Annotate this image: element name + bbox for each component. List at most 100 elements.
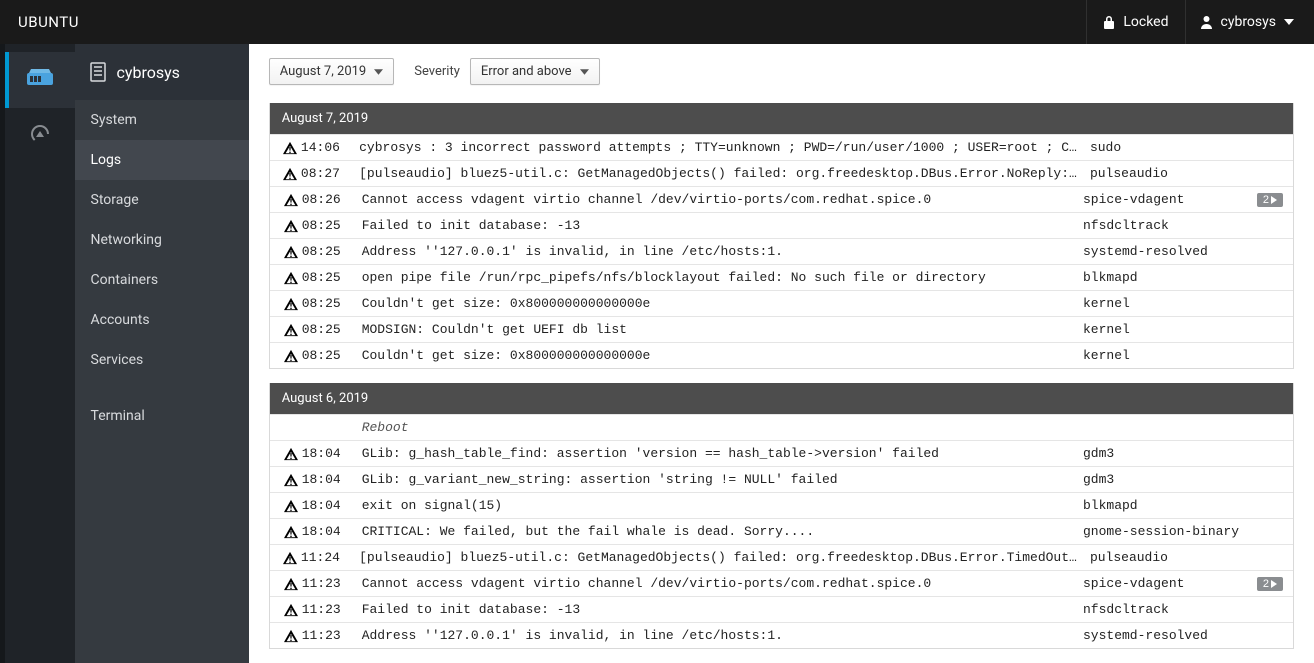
log-service: systemd-resolved (1083, 628, 1243, 643)
log-time: 08:25 (302, 296, 354, 311)
sidebar-item-terminal[interactable]: Terminal (75, 396, 249, 436)
sidebar-header[interactable]: cybrosys (75, 44, 249, 100)
warning-icon (280, 323, 302, 337)
log-message: open pipe file /run/rpc_pipefs/nfs/block… (354, 270, 1083, 285)
log-time: 08:26 (302, 192, 354, 207)
log-message: cybrosys : 3 incorrect password attempts… (351, 140, 1090, 155)
sidebar-item-accounts[interactable]: Accounts (75, 300, 249, 340)
log-message: MODSIGN: Couldn't get UEFI db list (354, 322, 1083, 337)
lock-icon (1103, 15, 1115, 29)
log-service: kernel (1083, 348, 1243, 363)
warning-icon (280, 141, 301, 155)
log-row[interactable]: 11:24[pulseaudio] bluez5-util.c: GetMana… (270, 544, 1293, 570)
log-row[interactable]: 18:04GLib: g_hash_table_find: assertion … (270, 440, 1293, 466)
chevron-down-icon (580, 64, 589, 79)
log-message: [pulseaudio] bluez5-util.c: GetManagedOb… (351, 166, 1090, 181)
log-time: 08:25 (302, 218, 354, 233)
sidebar-item-logs[interactable]: Logs (75, 140, 249, 180)
log-row[interactable]: 08:25Couldn't get size: 0x80000000000000… (270, 342, 1293, 368)
sidebar-item-storage[interactable]: Storage (75, 180, 249, 220)
log-group: August 6, 2019Reboot18:04GLib: g_hash_ta… (269, 383, 1294, 649)
severity-filter[interactable]: Error and above (470, 58, 600, 85)
log-row[interactable]: 18:04exit on signal(15)blkmapd (270, 492, 1293, 518)
sidebar-item-services[interactable]: Services (75, 340, 249, 380)
log-row[interactable]: 14:06cybrosys : 3 incorrect password att… (270, 134, 1293, 160)
log-service: nfsdcltrack (1083, 602, 1243, 617)
sidebar-item-networking[interactable]: Networking (75, 220, 249, 260)
log-row[interactable]: 08:25open pipe file /run/rpc_pipefs/nfs/… (270, 264, 1293, 290)
warning-icon (280, 551, 301, 565)
log-message: Cannot access vdagent virtio channel /de… (354, 576, 1083, 591)
log-message: GLib: g_hash_table_find: assertion 'vers… (354, 446, 1083, 461)
topbar-right: Locked cybrosys (1086, 0, 1308, 44)
log-message: GLib: g_variant_new_string: assertion 's… (354, 472, 1083, 487)
sidebar-item-system[interactable]: System (75, 100, 249, 140)
log-row[interactable]: 08:25Address ''127.0.0.1' is invalid, in… (270, 238, 1293, 264)
date-filter[interactable]: August 7, 2019 (269, 58, 395, 85)
warning-icon (280, 603, 302, 617)
warning-icon (280, 447, 302, 461)
warning-icon (280, 167, 301, 181)
log-message: Couldn't get size: 0x800000000000000e (354, 348, 1083, 363)
log-service: pulseaudio (1090, 166, 1244, 181)
log-row[interactable]: 11:23Address ''127.0.0.1' is invalid, in… (270, 622, 1293, 648)
log-time: 11:24 (301, 550, 351, 565)
log-row[interactable]: 08:25Failed to init database: -13nfsdclt… (270, 212, 1293, 238)
rail-item-gauge[interactable] (5, 108, 75, 164)
log-message: Address ''127.0.0.1' is invalid, in line… (354, 628, 1083, 643)
log-row[interactable]: 11:23Cannot access vdagent virtio channe… (270, 570, 1293, 596)
content-scroll[interactable]: August 7, 2019 Severity Error and above … (249, 44, 1314, 663)
log-time: 11:23 (302, 576, 354, 591)
log-row[interactable]: 08:25MODSIGN: Couldn't get UEFI db listk… (270, 316, 1293, 342)
count-badge[interactable]: 2 (1257, 577, 1283, 591)
user-label: cybrosys (1221, 14, 1276, 30)
warning-icon (280, 245, 302, 259)
log-service: pulseaudio (1090, 550, 1244, 565)
count-badge[interactable]: 2 (1257, 193, 1283, 207)
log-row[interactable]: 11:23Failed to init database: -13nfsdclt… (270, 596, 1293, 622)
severity-label: Severity (414, 64, 460, 79)
log-message: exit on signal(15) (354, 498, 1083, 513)
log-message: Failed to init database: -13 (354, 602, 1083, 617)
log-group-date: August 6, 2019 (270, 383, 1293, 414)
log-time: 18:04 (302, 446, 354, 461)
log-message: Reboot (354, 420, 1083, 435)
warning-icon (280, 473, 302, 487)
log-service: kernel (1083, 322, 1243, 337)
log-time: 08:25 (302, 270, 354, 285)
sidebar: cybrosys SystemLogsStorageNetworkingCont… (75, 44, 249, 663)
filter-bar: August 7, 2019 Severity Error and above (269, 58, 1294, 85)
log-service: gdm3 (1083, 446, 1243, 461)
log-service: nfsdcltrack (1083, 218, 1243, 233)
log-time: 08:25 (302, 322, 354, 337)
log-message: [pulseaudio] bluez5-util.c: GetManagedOb… (351, 550, 1090, 565)
brand-label: UBUNTU (18, 13, 79, 31)
log-badge-col: 2 (1243, 193, 1283, 207)
log-time: 18:04 (302, 498, 354, 513)
warning-icon (280, 219, 302, 233)
log-time: 08:25 (302, 244, 354, 259)
sidebar-item-containers[interactable]: Containers (75, 260, 249, 300)
server-icon (27, 69, 53, 91)
log-time: 18:04 (302, 524, 354, 539)
user-menu[interactable]: cybrosys (1185, 0, 1308, 44)
host-icon (89, 62, 107, 82)
log-row[interactable]: Reboot (270, 414, 1293, 440)
log-message: Address ''127.0.0.1' is invalid, in line… (354, 244, 1083, 259)
main-layout: cybrosys SystemLogsStorageNetworkingCont… (0, 44, 1314, 663)
nav-rail (5, 44, 75, 663)
log-row[interactable]: 18:04CRITICAL: We failed, but the fail w… (270, 518, 1293, 544)
log-service: blkmapd (1083, 498, 1243, 513)
log-row[interactable]: 08:27[pulseaudio] bluez5-util.c: GetMana… (270, 160, 1293, 186)
log-service: spice-vdagent (1083, 576, 1243, 591)
log-time: 08:25 (302, 348, 354, 363)
log-row[interactable]: 18:04GLib: g_variant_new_string: asserti… (270, 466, 1293, 492)
log-service: blkmapd (1083, 270, 1243, 285)
log-row[interactable]: 08:26Cannot access vdagent virtio channe… (270, 186, 1293, 212)
rail-item-dashboard[interactable] (5, 52, 75, 108)
lock-button[interactable]: Locked (1086, 0, 1184, 44)
warning-icon (280, 193, 302, 207)
log-time: 18:04 (302, 472, 354, 487)
log-message: Cannot access vdagent virtio channel /de… (354, 192, 1083, 207)
log-row[interactable]: 08:25Couldn't get size: 0x80000000000000… (270, 290, 1293, 316)
